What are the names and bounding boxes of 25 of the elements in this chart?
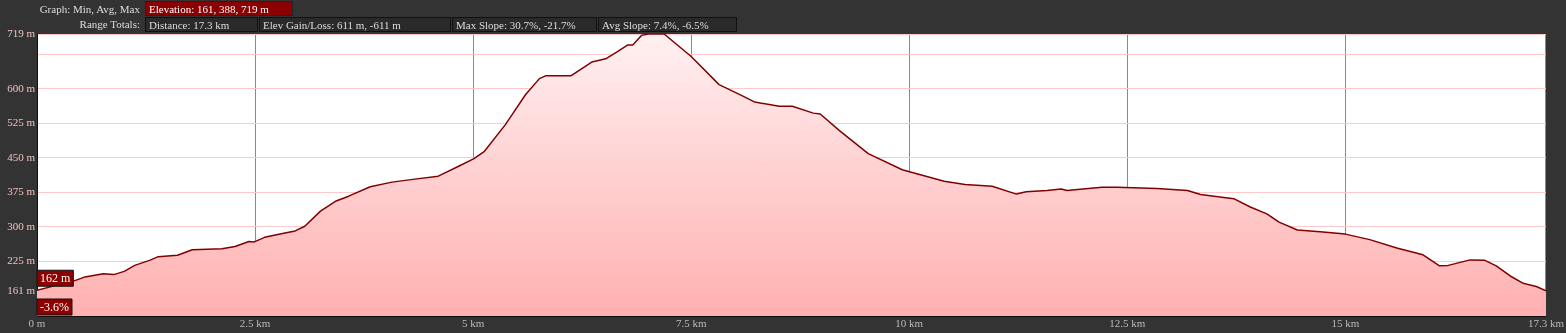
x-tick-label: 10 km: [895, 317, 924, 330]
y-tick-label: 525 m: [7, 116, 36, 129]
annotation: 162 m: [40, 271, 71, 286]
text: Graph: Min, Avg, Max: [38, 2, 141, 17]
x-tick-label: 15 km: [1331, 317, 1360, 330]
text: Max Slope: 30.7%, -21.7%: [452, 17, 597, 32]
text: Distance: 17.3 km: [145, 17, 258, 32]
annotation: -3.6%: [40, 300, 69, 315]
x-tick-label: 17.3 km: [1527, 317, 1565, 330]
x-tick-label: 0 m: [28, 317, 46, 330]
x-tick-label: 12.5 km: [1109, 317, 1146, 330]
y-tick-label: 600 m: [7, 81, 36, 94]
y-tick-label: 719 m: [7, 26, 36, 39]
y-tick-label: 450 m: [7, 150, 36, 163]
text: Elev Gain/Loss: 611 m, -611 m: [259, 17, 451, 32]
x-tick-label: 7.5 km: [675, 317, 707, 330]
x-tick-label: 5 km: [461, 317, 485, 330]
y-tick-label: 375 m: [7, 185, 36, 198]
y-tick-label: 161 m: [7, 283, 36, 296]
text: Elevation: 161, 388, 719 m: [145, 1, 293, 16]
x-tick-label: 2.5 km: [239, 317, 271, 330]
text: Range Totals:: [79, 18, 140, 30]
text: Avg Slope: 7.4%, -6.5%: [598, 17, 737, 32]
y-tick-label: 300 m: [7, 219, 36, 232]
y-tick-label: 225 m: [7, 254, 36, 267]
